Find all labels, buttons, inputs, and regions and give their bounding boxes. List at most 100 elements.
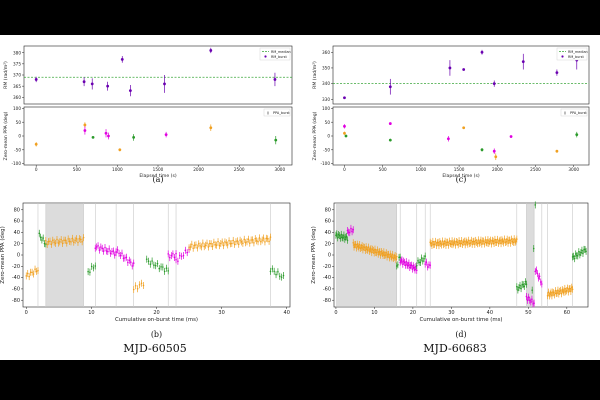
panel-d-seg2-point bbox=[352, 241, 355, 244]
panel-d-seg7-point bbox=[483, 243, 486, 245]
panel-d-seg12-point bbox=[559, 289, 562, 292]
panel-b-seg7-point bbox=[149, 263, 152, 266]
panel-b-seg10-point bbox=[269, 236, 272, 238]
panel-d-seg7-point bbox=[478, 242, 480, 245]
panel-d-xlabel: Cumulative on-burst time (ms) bbox=[420, 317, 503, 323]
panel-b-seg10-point bbox=[208, 242, 211, 245]
panel-d-seg7-point bbox=[470, 239, 473, 242]
panel-a-rm-legend-box bbox=[259, 47, 291, 61]
panel-c-rm-point bbox=[492, 82, 496, 86]
panel-c-ppa-xtick-label: 2000 bbox=[492, 167, 503, 172]
panel-d-seg4-point bbox=[415, 269, 418, 272]
panel-b-seg10-point bbox=[244, 241, 247, 244]
panel-d-seg9-point bbox=[527, 296, 530, 298]
panel-d-seg12-point bbox=[566, 287, 569, 289]
panel-b-seg10-point bbox=[206, 242, 208, 244]
panel-a-ppa-legend-label: PPA_burst bbox=[273, 111, 290, 115]
panel-b-seg10-point bbox=[262, 237, 265, 239]
panel-d-seg1-point bbox=[351, 230, 353, 233]
panel-b-seg8-point bbox=[173, 256, 176, 259]
panel-d-seg4-point bbox=[405, 260, 408, 263]
panel-d-seg4-point bbox=[414, 269, 416, 271]
panel-b-seg6-point bbox=[138, 283, 141, 286]
panel-b-seg0-point bbox=[26, 272, 29, 275]
panel-d-seg1-point bbox=[350, 227, 352, 230]
panel-d-seg0-point bbox=[336, 232, 338, 235]
panel-d-seg2-point bbox=[362, 249, 364, 251]
panel-b-seg10-point bbox=[239, 239, 241, 242]
panel-d-seg4-point bbox=[403, 261, 406, 264]
panel-d-seg5-point bbox=[420, 257, 423, 259]
panel-d-seg2-point bbox=[381, 252, 384, 255]
panel-c-rm-ytick-label: 330 bbox=[322, 97, 330, 102]
panel-d-seg7-point bbox=[475, 241, 478, 244]
panel-b-seg4-point bbox=[95, 246, 98, 248]
panel-d-seg7-point bbox=[439, 242, 442, 245]
panel-b-xtick-label: 40 bbox=[284, 310, 290, 316]
panel-b-seg10-point bbox=[219, 242, 222, 245]
panel-d-ytick-label: -20 bbox=[323, 264, 331, 270]
panel-c-ppa-point bbox=[462, 126, 466, 130]
panel-b-xtick-label: 0 bbox=[25, 310, 28, 316]
panel-d-seg2-point bbox=[374, 248, 376, 250]
panel-d-seg12-point bbox=[557, 289, 559, 291]
panel-d-xtick-label: 10 bbox=[371, 310, 377, 316]
panel-b-seg10-point bbox=[261, 239, 263, 241]
panel-d-seg8-point bbox=[519, 284, 521, 287]
panel-d-seg12-point bbox=[563, 291, 565, 294]
panel-d-seg7-point bbox=[435, 244, 438, 247]
panel-c-ppa-legend-label: PPA_burst bbox=[570, 111, 587, 115]
panel-b-seg4-point bbox=[105, 250, 108, 252]
panel-d-seg4-point bbox=[402, 263, 404, 266]
panel-b-seg10-point bbox=[235, 240, 237, 243]
panel-c-rm-point bbox=[388, 85, 392, 89]
panel-d-seg2-point bbox=[360, 246, 363, 249]
panel-a-rm-legend-marker bbox=[264, 55, 267, 58]
panel-b-seg8-point bbox=[168, 256, 171, 259]
panel-a-rm-frame bbox=[23, 45, 293, 105]
panel-b-seg2-point bbox=[56, 238, 58, 241]
panel-b-seg7-point bbox=[158, 267, 161, 270]
panel-c-rm-legend-median: RM_median bbox=[568, 50, 588, 54]
panel-b-seg11-point bbox=[273, 270, 275, 273]
panel-b-seg9-point bbox=[177, 260, 179, 262]
panel-d-seg0-point bbox=[335, 234, 337, 237]
panel-b-seg10-point bbox=[257, 240, 259, 243]
panel-c-rm-point bbox=[555, 71, 559, 75]
panel-b-seg3-point bbox=[94, 265, 97, 267]
panel-c-rm-ytick-label: 350 bbox=[322, 66, 330, 71]
panel-d-caption: (d) bbox=[455, 330, 466, 339]
panel-b-seg2-point bbox=[61, 242, 64, 245]
panel-b-seg10-point bbox=[225, 242, 228, 244]
panel-b-seg2-point bbox=[79, 238, 82, 241]
panel-d-seg7-point bbox=[443, 242, 446, 245]
panel-d-seg11-point bbox=[535, 269, 538, 271]
panel-d-ytick-label: 40 bbox=[325, 230, 331, 236]
panel-c-rm-point bbox=[448, 66, 452, 70]
panel-d-seg7-point bbox=[501, 238, 503, 241]
panel-a-rm-ytick-label: 365 bbox=[13, 84, 21, 89]
panel-d-seg2-point bbox=[380, 250, 383, 253]
panel-d-seg2-point bbox=[358, 247, 360, 249]
panel-d-seg1-point bbox=[346, 229, 349, 232]
panel-a-ppa-ytick-label: 0 bbox=[18, 134, 21, 139]
panel-d-seg2-point bbox=[388, 257, 391, 259]
panel-b-seg5-point bbox=[132, 262, 135, 264]
panel-d-seg7-point bbox=[453, 242, 455, 244]
panel-d-seg3-point bbox=[397, 263, 399, 266]
panel-d-seg7-point bbox=[486, 242, 488, 244]
panel-b-seg10-point bbox=[210, 243, 212, 245]
panel-d-seg6-point bbox=[428, 264, 430, 266]
panel-b-axes: -80 -60 -40 -20 0 20 40 60 80 0 10 20 30 40 Zero-mean … bbox=[0, 202, 291, 323]
panel-d-seg7-point bbox=[441, 240, 444, 242]
panel-d-seg7-point bbox=[497, 242, 500, 245]
panel-d-seg9-point bbox=[530, 301, 532, 303]
panel-c-ppa-xtick-label: 2500 bbox=[530, 167, 541, 172]
panel-d-ytick-label: 0 bbox=[328, 253, 331, 259]
panel-d-seg13-point bbox=[573, 257, 576, 260]
panel-a-ppa-point bbox=[132, 135, 136, 139]
panel-d-seg2-point bbox=[379, 254, 382, 257]
panel-d-seg2-point bbox=[384, 254, 387, 256]
panel-a-rm-point bbox=[106, 84, 110, 88]
panel-d-seg7-point bbox=[503, 238, 506, 240]
